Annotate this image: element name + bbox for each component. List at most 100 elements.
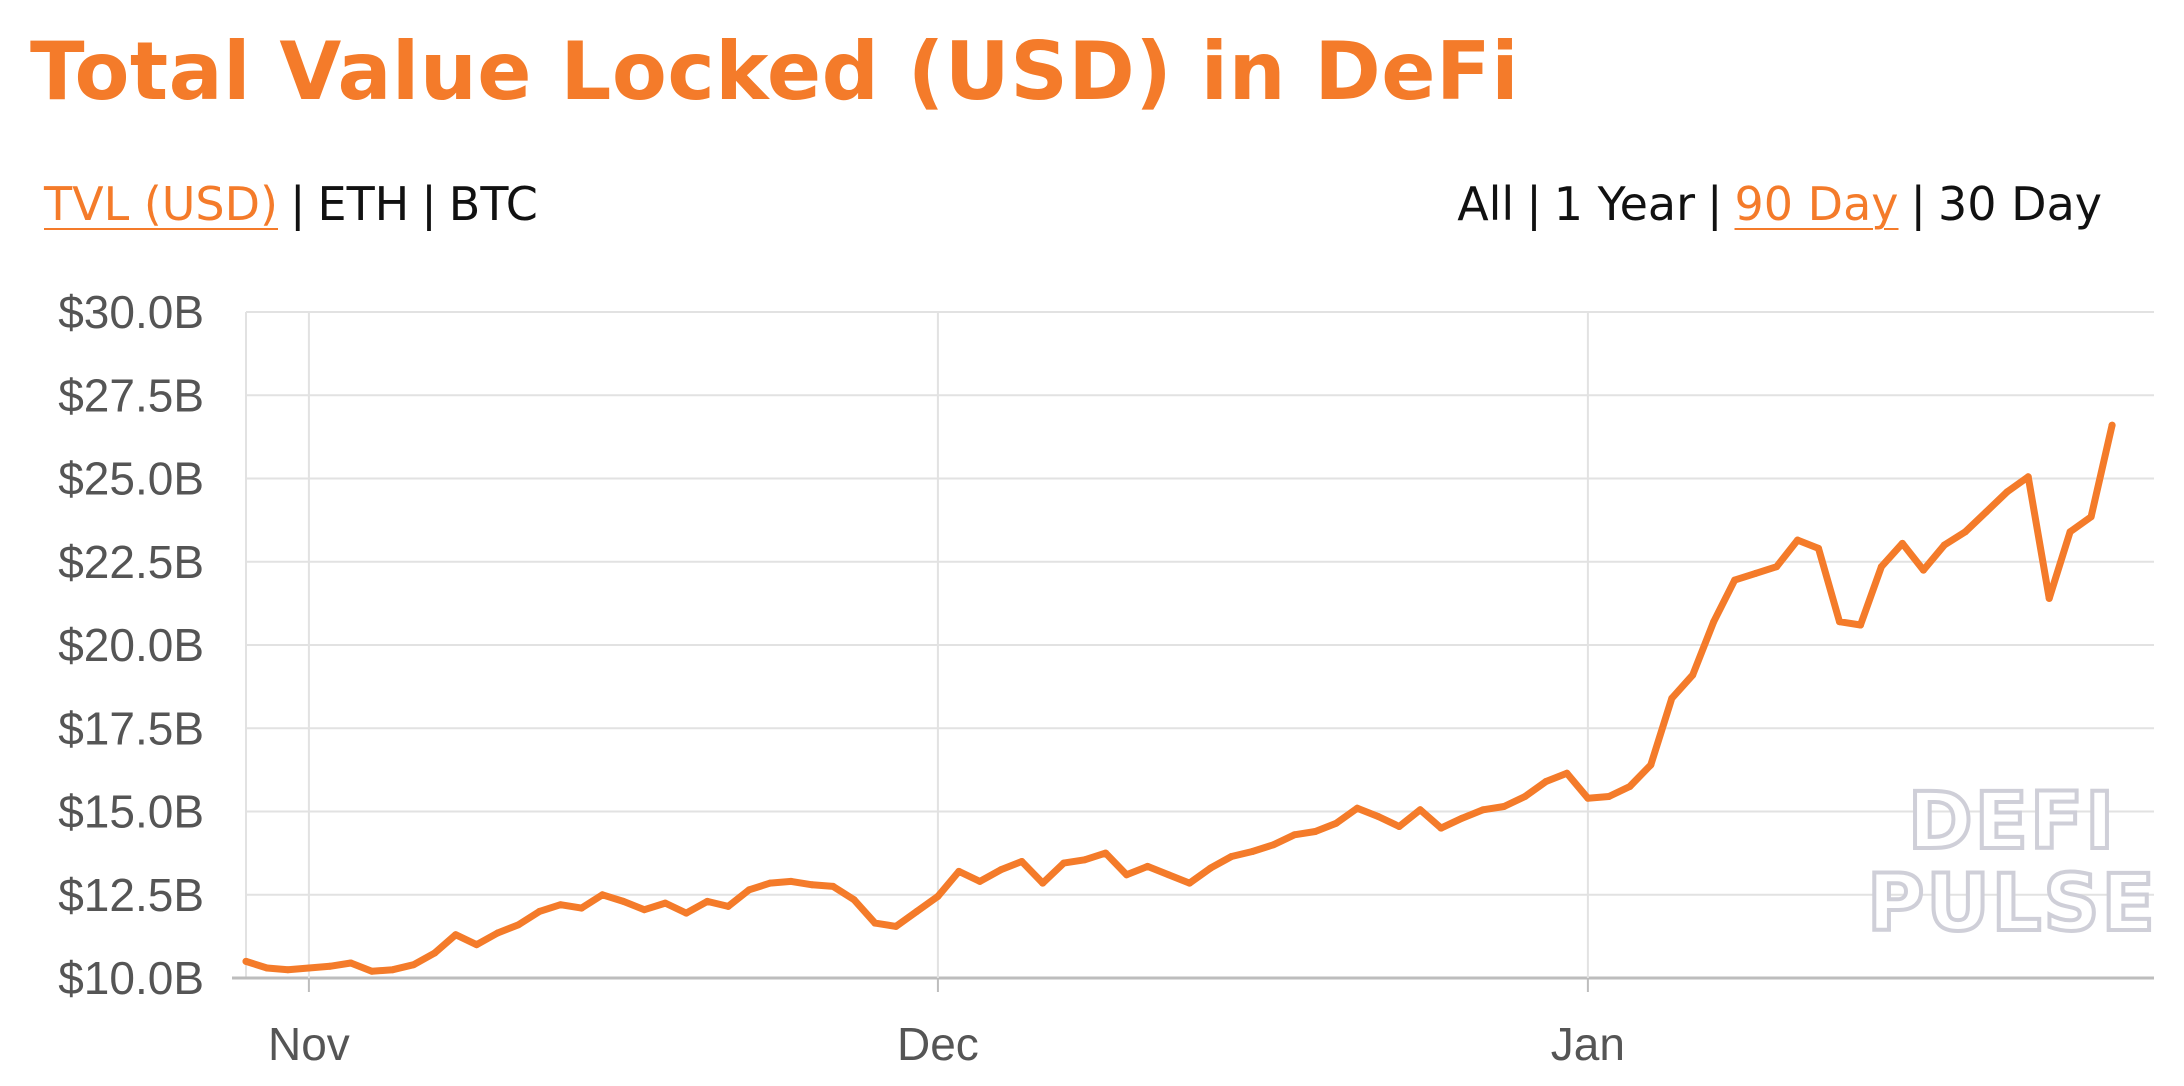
tvl-data-point (1018, 858, 1026, 865)
tab-btc[interactable]: BTC (448, 177, 538, 231)
tvl-data-point (1228, 853, 1235, 860)
tab-separator: | (421, 177, 437, 231)
tvl-data-point (2087, 513, 2095, 521)
tvl-data-point (1668, 694, 1676, 702)
tvl-data-point (997, 866, 1005, 874)
tvl-data-point (410, 961, 418, 969)
tvl-data-point (1626, 783, 1634, 790)
tvl-data-point (1416, 806, 1424, 814)
tvl-data-point (1500, 803, 1508, 810)
tvl-data-point (452, 931, 460, 939)
tab-eth[interactable]: ETH (317, 177, 410, 231)
tvl-data-point (808, 881, 816, 889)
tvl-data-point (724, 902, 732, 910)
tvl-data-point (1961, 528, 1969, 536)
tvl-data-point (242, 957, 250, 965)
tvl-data-point (284, 966, 292, 974)
tvl-data-point (1144, 862, 1152, 870)
tvl-data-point (955, 867, 963, 875)
tvl-data-point (1857, 621, 1864, 629)
tvl-data-point (1794, 536, 1802, 544)
tvl-data-point (557, 901, 564, 909)
tvl-data-point (1081, 856, 1089, 864)
x-tick-label: Nov (268, 1018, 350, 1070)
tvl-data-point (1815, 544, 1822, 552)
y-axis-ticks: $10.0B $12.5B $15.0B $17.5B $20.0B $22.5B $25.… (58, 286, 204, 1004)
tvl-data-point (473, 941, 481, 949)
tvl-data-point (1479, 806, 1487, 814)
tvl-data-point (1919, 566, 1927, 574)
tvl-data-point (1123, 871, 1131, 879)
tvl-data-point (913, 907, 921, 915)
y-tick-label: $17.5B (58, 702, 204, 754)
tvl-data-point (431, 949, 439, 957)
tvl-data-point (1647, 761, 1655, 769)
tvl-data-point (1186, 879, 1193, 887)
y-tick-label: $30.0B (58, 286, 204, 338)
x-tick-label: Jan (1551, 1018, 1625, 1070)
tvl-data-point (976, 877, 984, 885)
tvl-data-point (1982, 508, 1990, 516)
tvl-data-point (536, 907, 543, 915)
tvl-data-point (1395, 823, 1403, 830)
tvl-data-point (494, 929, 502, 937)
tvl-data-point (1458, 814, 1466, 822)
y-tick-label: $27.5B (58, 369, 204, 421)
tab-separator: | (290, 177, 306, 231)
tvl-data-point (1584, 794, 1592, 802)
x-tick-label: Dec (897, 1018, 979, 1070)
y-tick-label: $12.5B (58, 869, 204, 921)
x-axis-ticks: Nov Dec Jan (268, 1018, 1625, 1070)
tvl-data-point (263, 964, 271, 972)
tvl-data-point (1269, 841, 1277, 849)
range-tab-1-year[interactable]: 1 Year (1553, 177, 1695, 231)
range-tab-90-day[interactable]: 90 Day (1734, 177, 1899, 231)
tvl-data-point (1689, 671, 1697, 679)
tvl-data-point (1521, 793, 1529, 800)
tvl-data-point (2108, 421, 2116, 429)
tab-separator: | (1910, 177, 1927, 231)
tvl-data-point (1039, 879, 1047, 887)
range-tab-30-day[interactable]: 30 Day (1938, 177, 2102, 231)
tvl-data-point (1374, 813, 1382, 820)
range-tab-all[interactable]: All (1457, 177, 1515, 231)
tvl-data-point (682, 909, 690, 917)
tvl-data-point (1898, 539, 1906, 547)
tvl-data-point (326, 962, 334, 970)
tab-tvl-usd[interactable]: TVL (USD) (44, 177, 278, 231)
tvl-data-point (1165, 871, 1172, 879)
tvl-data-point (829, 882, 837, 890)
tvl-data-point (1353, 804, 1361, 812)
watermark-line-1: DEFI (1908, 777, 2116, 867)
tvl-data-point (934, 892, 942, 900)
tvl-data-point (598, 891, 606, 899)
tvl-series-line (242, 421, 2116, 975)
tvl-data-point (871, 919, 879, 927)
tvl-data-point (1752, 569, 1760, 577)
tvl-data-point (1836, 618, 1843, 626)
tvl-data-point (1542, 778, 1550, 785)
tvl-data-point (578, 904, 585, 912)
tvl-data-point (1563, 769, 1571, 777)
tab-separator: | (1707, 177, 1723, 231)
y-tick-label: $10.0B (58, 952, 204, 1004)
tvl-data-point (368, 967, 376, 975)
tab-separator: | (1526, 177, 1542, 231)
tvl-data-point (1710, 618, 1718, 626)
tvl-data-point (892, 922, 900, 930)
metric-tabs: TVL (USD) | ETH | BTC (44, 176, 538, 232)
tvl-data-point (2024, 473, 2032, 481)
tvl-data-point (1731, 576, 1739, 584)
tvl-data-point (1605, 793, 1613, 800)
tvl-data-point (1332, 819, 1340, 827)
y-tick-label: $20.0B (58, 619, 204, 671)
tvl-data-point (1437, 824, 1445, 832)
tvl-data-point (703, 897, 711, 905)
tvl-data-point (1773, 563, 1781, 571)
tvl-data-point (1248, 848, 1256, 855)
y-tick-label: $15.0B (58, 786, 204, 838)
y-tick-label: $22.5B (58, 536, 204, 588)
tvl-data-point (2066, 528, 2074, 536)
